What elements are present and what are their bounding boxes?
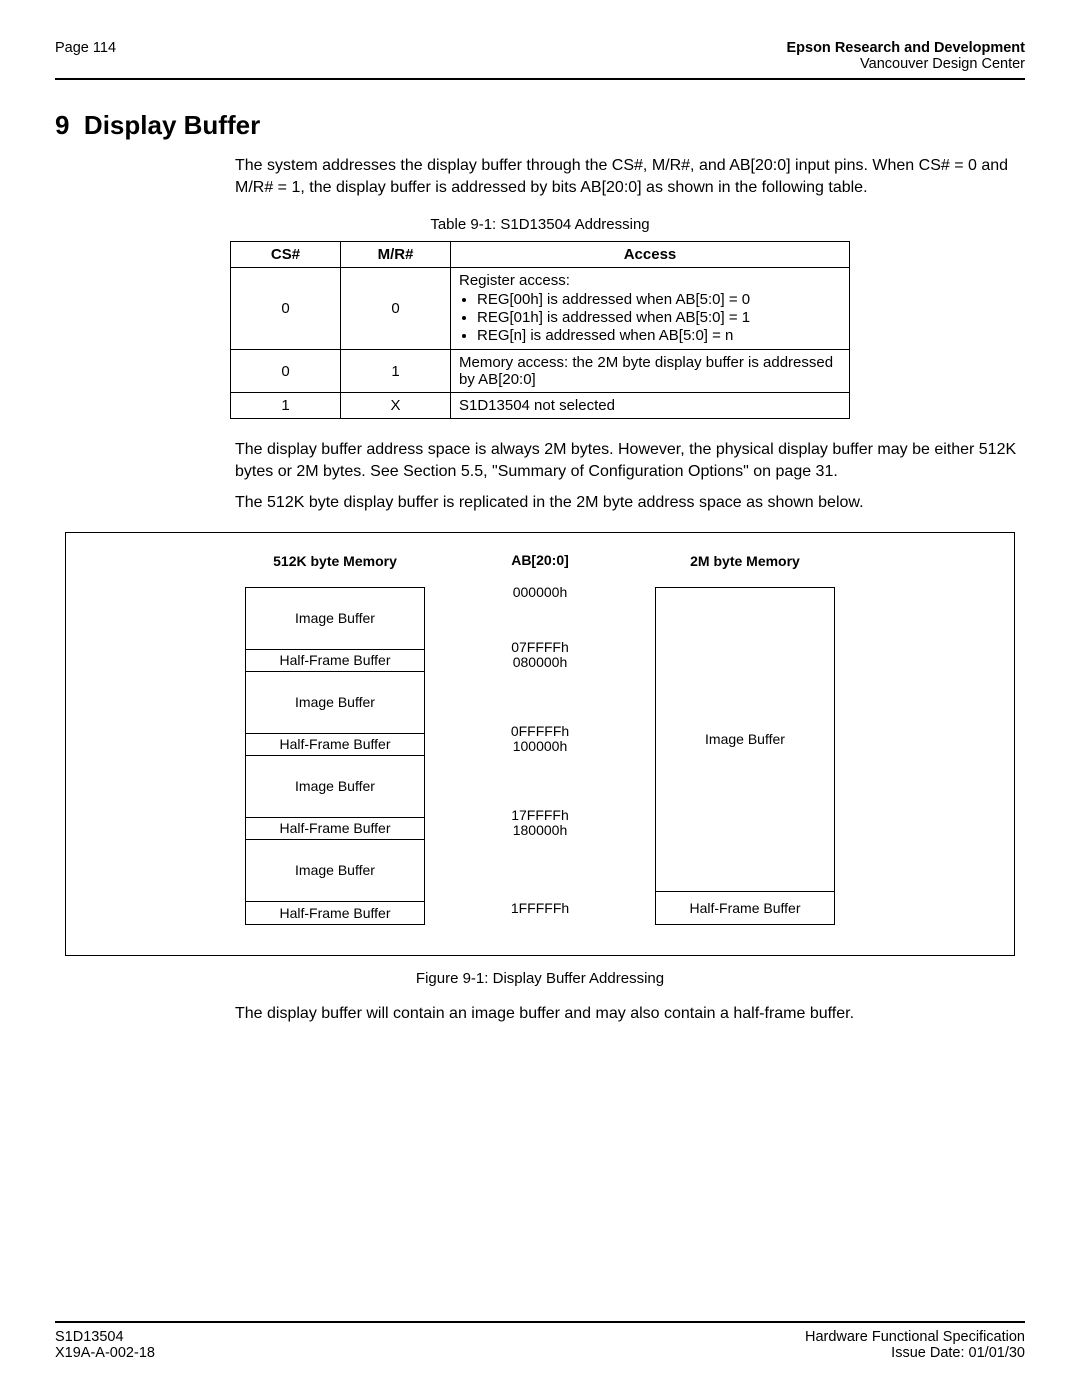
- table-header-row: CS# M/R# Access: [231, 242, 850, 268]
- mem-block: Image Buffer: [246, 588, 424, 650]
- cell-mr: 0: [341, 268, 451, 350]
- cell-mr: X: [341, 393, 451, 419]
- cell-access: Register access: REG[00h] is addressed w…: [451, 268, 850, 350]
- page-number: Page 114: [55, 40, 116, 72]
- access-head: Register access:: [459, 272, 570, 289]
- cell-access: Memory access: the 2M byte display buffe…: [451, 350, 850, 393]
- intro-paragraph: The system addresses the display buffer …: [235, 155, 1025, 198]
- page-header: Page 114 Epson Research and Development …: [55, 40, 1025, 80]
- design-center: Vancouver Design Center: [786, 56, 1025, 72]
- addressing-table: CS# M/R# Access 0 0 Register access: REG…: [230, 241, 850, 419]
- company-name: Epson Research and Development: [786, 40, 1025, 56]
- mem-block: Half-Frame Buffer: [246, 734, 424, 756]
- mem-block: Image Buffer: [246, 756, 424, 818]
- table-row: 1 X S1D13504 not selected: [231, 393, 850, 419]
- mem-block: Half-Frame Buffer: [246, 650, 424, 672]
- mem-block: Image Buffer: [656, 588, 834, 892]
- footer-part-number: S1D13504: [55, 1329, 155, 1345]
- section-heading: 9 Display Buffer: [55, 110, 1025, 141]
- mem2m-stack: Image Buffer Half-Frame Buffer: [655, 587, 835, 925]
- addr-label: 180000h: [485, 823, 595, 838]
- paragraph-3: The display buffer will contain an image…: [235, 1003, 1025, 1025]
- footer-issue-date: Issue Date: 01/01/30: [805, 1345, 1025, 1361]
- mem-block: Image Buffer: [246, 840, 424, 902]
- table-caption: Table 9-1: S1D13504 Addressing: [55, 216, 1025, 233]
- addr-label: 07FFFFh: [485, 640, 595, 655]
- cell-cs: 0: [231, 268, 341, 350]
- footer-spec-title: Hardware Functional Specification: [805, 1329, 1025, 1345]
- mem512-stack: Image Buffer Half-Frame Buffer Image Buf…: [245, 587, 425, 925]
- col-title-addr: AB[20:0]: [485, 553, 595, 568]
- mem-block: Image Buffer: [246, 672, 424, 734]
- mem-block: Half-Frame Buffer: [656, 892, 834, 924]
- addr-label: 100000h: [485, 739, 595, 754]
- mem-block: Half-Frame Buffer: [246, 818, 424, 840]
- bullet-item: REG[00h] is addressed when AB[5:0] = 0: [477, 291, 841, 308]
- page-footer: S1D13504 X19A-A-002-18 Hardware Function…: [55, 1321, 1025, 1361]
- col-header-access: Access: [451, 242, 850, 268]
- col-header-mr: M/R#: [341, 242, 451, 268]
- figure-col-512k: 512K byte Memory Image Buffer Half-Frame…: [245, 553, 425, 925]
- cell-cs: 0: [231, 350, 341, 393]
- col-title-2m: 2M byte Memory: [655, 553, 835, 569]
- addr-label: 080000h: [485, 655, 595, 670]
- table-row: 0 1 Memory access: the 2M byte display b…: [231, 350, 850, 393]
- figure-caption: Figure 9-1: Display Buffer Addressing: [55, 970, 1025, 987]
- section-number: 9: [55, 110, 69, 140]
- table-row: 0 0 Register access: REG[00h] is address…: [231, 268, 850, 350]
- paragraph-2a: The display buffer address space is alwa…: [235, 439, 1025, 482]
- figure-col-addr: AB[20:0] 000000h 07FFFFh 080000h 0FFFFFh…: [485, 553, 595, 916]
- cell-cs: 1: [231, 393, 341, 419]
- addr-label: 000000h: [513, 585, 568, 600]
- addr-label: 17FFFFh: [485, 808, 595, 823]
- figure-col-2m: 2M byte Memory Image Buffer Half-Frame B…: [655, 553, 835, 925]
- mem-block: Half-Frame Buffer: [246, 902, 424, 924]
- col-header-cs: CS#: [231, 242, 341, 268]
- col-title-512k: 512K byte Memory: [245, 553, 425, 569]
- addr-label: 1FFFFFh: [485, 901, 595, 916]
- bullet-item: REG[01h] is addressed when AB[5:0] = 1: [477, 309, 841, 326]
- addr-label: 0FFFFFh: [485, 724, 595, 739]
- footer-doc-number: X19A-A-002-18: [55, 1345, 155, 1361]
- bullet-item: REG[n] is addressed when AB[5:0] = n: [477, 327, 841, 344]
- cell-mr: 1: [341, 350, 451, 393]
- figure-box: 512K byte Memory Image Buffer Half-Frame…: [65, 532, 1015, 956]
- section-title-text: Display Buffer: [84, 110, 260, 140]
- paragraph-2b: The 512K byte display buffer is replicat…: [235, 492, 1025, 514]
- cell-access: S1D13504 not selected: [451, 393, 850, 419]
